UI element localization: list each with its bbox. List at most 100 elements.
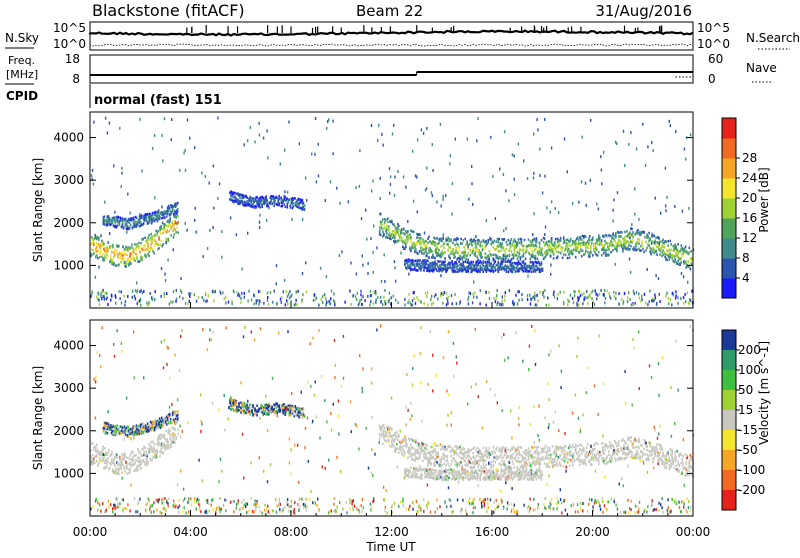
velocity-cell bbox=[149, 425, 151, 428]
power-cell bbox=[134, 295, 135, 298]
power-cell bbox=[291, 294, 292, 297]
velocity-cell bbox=[156, 452, 158, 455]
power-cell bbox=[629, 298, 630, 301]
power-cell bbox=[452, 242, 454, 245]
power-cell bbox=[642, 248, 644, 251]
power-cell bbox=[194, 293, 195, 296]
velocity-cell bbox=[437, 445, 439, 448]
power-cell bbox=[615, 263, 616, 266]
power-cell bbox=[638, 218, 639, 221]
power-cell bbox=[557, 293, 558, 296]
power-cell bbox=[135, 221, 137, 224]
velocity-cell bbox=[134, 462, 136, 465]
power-cell bbox=[97, 250, 99, 253]
velocity-cell bbox=[440, 448, 442, 451]
power-cell bbox=[377, 296, 378, 299]
power-cell bbox=[647, 268, 648, 271]
power-cell bbox=[604, 289, 605, 292]
power-cell bbox=[447, 267, 449, 270]
power-cell bbox=[455, 138, 456, 141]
power-cell bbox=[527, 298, 528, 301]
velocity-cell bbox=[122, 427, 124, 430]
velocity-cell bbox=[116, 454, 118, 457]
velocity-cell bbox=[268, 405, 270, 408]
velocity-cell bbox=[426, 457, 428, 460]
power-cell bbox=[185, 222, 186, 225]
power-cell bbox=[563, 236, 565, 239]
power-cell bbox=[466, 254, 468, 257]
power-cell bbox=[680, 244, 682, 247]
power-cell bbox=[244, 296, 245, 299]
power-cell bbox=[442, 302, 443, 305]
power-cell bbox=[144, 244, 146, 247]
power-cell bbox=[185, 302, 186, 305]
power-cell bbox=[99, 256, 101, 259]
power-colorbar-segment bbox=[722, 278, 736, 299]
power-cell bbox=[469, 249, 471, 252]
power-cell bbox=[107, 247, 109, 250]
power-cell bbox=[489, 256, 491, 259]
power-cell bbox=[259, 226, 260, 229]
power-cell bbox=[118, 257, 120, 260]
power-cell bbox=[438, 242, 440, 245]
power-cell bbox=[629, 231, 631, 234]
power-cell bbox=[516, 254, 518, 257]
power-cell bbox=[359, 149, 360, 152]
power-cell bbox=[590, 251, 592, 254]
power-cell bbox=[251, 298, 252, 301]
power-cell bbox=[591, 242, 593, 245]
power-cell bbox=[477, 117, 478, 120]
power-cell bbox=[629, 248, 631, 251]
velocity-cell bbox=[415, 439, 417, 442]
power-cell bbox=[123, 295, 124, 298]
velocity-cell bbox=[391, 428, 393, 431]
power-cell bbox=[505, 227, 506, 230]
power-cell bbox=[362, 254, 363, 257]
velocity-cell bbox=[102, 446, 104, 449]
power-cell bbox=[195, 207, 196, 210]
power-cell bbox=[152, 212, 154, 215]
velocity-cell bbox=[125, 433, 127, 436]
power-cell bbox=[397, 301, 398, 304]
velocity-cell bbox=[446, 448, 448, 451]
velocity-cell bbox=[140, 467, 142, 470]
power-cell bbox=[162, 222, 163, 225]
power-cell bbox=[517, 251, 519, 254]
power-cell bbox=[115, 222, 117, 225]
velocity-cell bbox=[442, 444, 444, 447]
power-y-axis-label: Slant Range [km] bbox=[31, 158, 45, 262]
velocity-cell bbox=[434, 460, 436, 463]
power-cell bbox=[407, 240, 409, 243]
power-cell bbox=[550, 264, 551, 267]
power-cell bbox=[546, 250, 548, 253]
power-cell bbox=[500, 256, 502, 259]
velocity-cell bbox=[409, 438, 411, 441]
power-cell bbox=[470, 265, 472, 268]
power-cell bbox=[688, 207, 689, 210]
cpid-panel: CPID normal (fast) 151 bbox=[6, 84, 222, 108]
power-cell bbox=[648, 245, 650, 248]
velocity-cell bbox=[394, 432, 396, 435]
power-cell bbox=[258, 299, 259, 302]
power-cell bbox=[662, 254, 664, 257]
power-cell bbox=[401, 232, 403, 235]
velocity-cell bbox=[403, 445, 405, 448]
velocity-cell bbox=[450, 455, 452, 458]
velocity-cell bbox=[107, 457, 109, 460]
velocity-cell bbox=[137, 468, 139, 471]
power-cell bbox=[284, 190, 285, 193]
power-cell bbox=[278, 204, 280, 207]
noise-left-label: N.Sky bbox=[5, 31, 39, 45]
power-cell bbox=[472, 250, 474, 253]
power-cell bbox=[379, 213, 380, 216]
velocity-cell bbox=[170, 445, 172, 448]
power-cell bbox=[136, 291, 137, 294]
power-cell bbox=[560, 291, 561, 294]
power-cell bbox=[201, 171, 202, 174]
power-cell bbox=[380, 234, 382, 237]
power-cell bbox=[98, 237, 100, 240]
velocity-cell bbox=[432, 457, 434, 460]
power-cell bbox=[624, 164, 625, 167]
power-cell bbox=[553, 251, 555, 254]
power-cell bbox=[642, 123, 643, 126]
